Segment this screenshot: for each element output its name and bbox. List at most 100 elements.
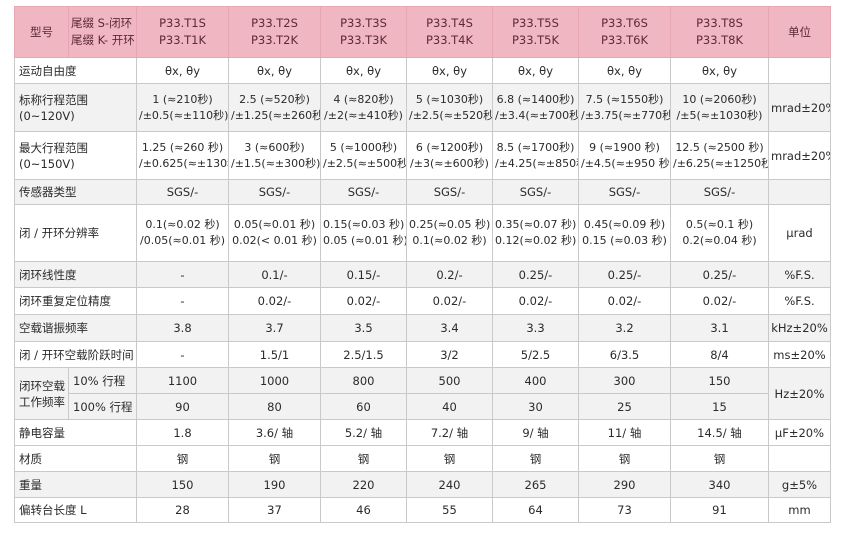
value-cell: 7.5 (≈1550秒) /±3.75(≈±770秒) <box>578 83 671 132</box>
value-line: /±2.5(≈±500秒) <box>323 156 407 170</box>
unit-header: 单位 <box>768 6 831 58</box>
value-cell: 800 <box>320 367 407 394</box>
suffix-header: 尾缀 S-闭环 尾缀 K- 开环 <box>68 6 137 58</box>
model-header: P33.T8S P33.T8K <box>670 6 769 58</box>
value-line: 4 (≈820秒) <box>333 92 394 106</box>
row-label: 静电容量 <box>14 419 137 446</box>
value-cell: SGS/- <box>670 179 769 205</box>
value-cell: 30 <box>492 393 579 420</box>
unit-cell: %F.S. <box>768 261 831 288</box>
value-cell: 60 <box>320 393 407 420</box>
value-line: /±4.25(≈±850秒) <box>495 156 578 170</box>
model-closed: P33.T2S <box>251 16 298 30</box>
value-cell: 0.15(≈0.03 秒) 0.05 (≈0.01 秒) <box>320 204 407 262</box>
row-sensor: 传感器类型 SGS/- SGS/- SGS/- SGS/- SGS/- SGS/- SGS/- <box>14 179 831 205</box>
value-line: 8.5 (≈1700秒) <box>496 140 575 154</box>
value-cell: 3.3 <box>492 314 579 342</box>
value-line: 0.12(≈0.02 秒) <box>495 234 577 247</box>
value-line: 0.02(< 0.01 秒) <box>232 234 317 247</box>
value-cell: 钢 <box>406 445 493 472</box>
unit-cell: μF±20% <box>768 419 831 446</box>
value-line: 0.05(≈0.01 秒) <box>233 218 316 231</box>
unit-cell: Hz±20% <box>768 367 831 420</box>
value-cell: 钢 <box>578 445 671 472</box>
value-cell: 钢 <box>228 445 321 472</box>
unit-cell: mm <box>768 497 831 523</box>
row-linearity: 闭环线性度 -0.1/- 0.15/- 0.2/- 0.25/- 0.25/- 0.25/-… <box>14 261 831 288</box>
value-line: /±3.4(≈±700秒) <box>495 108 579 122</box>
value-line: 0.1(≈0.02 秒) <box>145 218 220 231</box>
row-label: 闭环线性度 <box>14 261 137 288</box>
value-cell: 265 <box>492 471 579 498</box>
value-cell: θx, θy <box>136 57 229 84</box>
value-cell: 2.5/1.5 <box>320 341 407 368</box>
value-line: 3 (≈600秒) <box>244 140 305 154</box>
value-line: 0.5(≈0.1 秒) <box>685 218 754 231</box>
value-cell: 钢 <box>136 445 229 472</box>
value-cell: SGS/- <box>492 179 579 205</box>
value-cell: 290 <box>578 471 671 498</box>
value-line: 6 (≈1200秒) <box>415 140 484 154</box>
value-line: /±3(≈±600秒) <box>410 156 489 170</box>
value-cell: 220 <box>320 471 407 498</box>
value-cell: 5 (≈1030秒) /±2.5(≈±520秒) <box>406 83 493 132</box>
row-length: 偏转台长度 L 28 37 46 55 64 73 91 mm <box>14 497 831 523</box>
model-closed: P33.T6S <box>601 16 648 30</box>
value-line: 0.05 (≈0.01 秒) <box>323 234 407 247</box>
value-cell: 40 <box>406 393 493 420</box>
value-line: 12.5 (≈2500 秒) <box>675 140 764 154</box>
header-row: 型号 尾缀 S-闭环 尾缀 K- 开环 P33.T1S P33.T1K P33.T… <box>14 6 831 58</box>
row-label-line: 工作频率 <box>19 394 65 409</box>
row-repeatability: 闭环重复定位精度 -0.02/- 0.02/- 0.02/- 0.02/- 0.02/- 0… <box>14 287 831 315</box>
value-cell: 55 <box>406 497 493 523</box>
model-closed: P33.T1S <box>159 16 206 30</box>
sub-label: 100% 行程 <box>68 393 137 420</box>
model-open: P33.T4K <box>425 33 474 47</box>
value-cell: 0.25/- <box>670 261 769 288</box>
value-cell: - <box>136 287 229 315</box>
row-label: 重量 <box>14 471 137 498</box>
unit-cell: g±5% <box>768 471 831 498</box>
value-line: /±0.5(≈±110秒) <box>139 108 229 122</box>
unit-cell: mrad±20% <box>768 131 831 180</box>
value-line: 10 (≈2060秒) <box>682 92 757 106</box>
value-line: /±5(≈±1030秒) <box>676 108 763 122</box>
value-line: 5 (≈1000秒) <box>329 140 398 154</box>
model-header: P33.T1S P33.T1K <box>136 6 229 58</box>
value-cell: θx, θy <box>670 57 769 84</box>
value-cell: θx, θy <box>320 57 407 84</box>
value-line: 0.1(≈0.02 秒) <box>412 234 487 247</box>
value-cell: 0.2/- <box>406 261 493 288</box>
value-cell: 190 <box>228 471 321 498</box>
value-cell: 6 (≈1200秒) /±3(≈±600秒) <box>406 131 493 180</box>
row-work-freq-10: 闭环空载 工作频率 10% 行程 1100 1000 800 500 400 300 150 Hz±… <box>14 367 831 420</box>
value-cell: 3/2 <box>406 341 493 368</box>
row-label-line: 最大行程范围 <box>19 140 88 155</box>
value-cell: 0.45(≈0.09 秒) 0.15 (≈0.03 秒) <box>578 204 671 262</box>
value-cell: 46 <box>320 497 407 523</box>
row-label: 闭 / 开环空载阶跃时间 <box>14 341 137 368</box>
value-line: 0.25(≈0.05 秒) <box>409 218 491 231</box>
model-open: P33.T8K <box>695 33 744 47</box>
value-cell: 1000 <box>228 367 321 394</box>
value-cell: - <box>136 341 229 368</box>
spec-table-body: 型号 尾缀 S-闭环 尾缀 K- 开环 P33.T1S P33.T1K P33.T… <box>14 6 831 523</box>
value-line: /±1.25(≈±260秒) <box>231 108 321 122</box>
row-label: 偏转台长度 L <box>14 497 137 523</box>
value-cell: 1.5/1 <box>228 341 321 368</box>
value-cell: 15 <box>670 393 769 420</box>
value-cell: 1.8 <box>136 419 229 446</box>
row-label: 最大行程范围 (0~150V) <box>14 131 137 180</box>
value-cell: 400 <box>492 367 579 394</box>
row-nominal_range: 标称行程范围 (0~120V) 1 (≈210秒)/±0.5(≈±110秒) 2.5 … <box>14 83 831 132</box>
row-label: 闭 / 开环分辨率 <box>14 204 137 262</box>
value-cell: 3.2 <box>578 314 671 342</box>
value-cell: 0.1(≈0.02 秒) /0.05(≈0.01 秒) <box>136 204 229 262</box>
row-capacitance: 静电容量 1.8 3.6/ 轴 5.2/ 轴 7.2/ 轴 9/ 轴 11/ 轴 14.5/ … <box>14 419 831 446</box>
model-closed: P33.T3S <box>340 16 387 30</box>
value-line: 0.2(≈0.04 秒) <box>682 234 757 247</box>
value-cell: 3.7 <box>228 314 321 342</box>
row-label-line: 闭 / 开环分辨率 <box>19 226 100 240</box>
value-cell: 0.02/- <box>578 287 671 315</box>
value-line: 0.45(≈0.09 秒) <box>583 218 666 231</box>
